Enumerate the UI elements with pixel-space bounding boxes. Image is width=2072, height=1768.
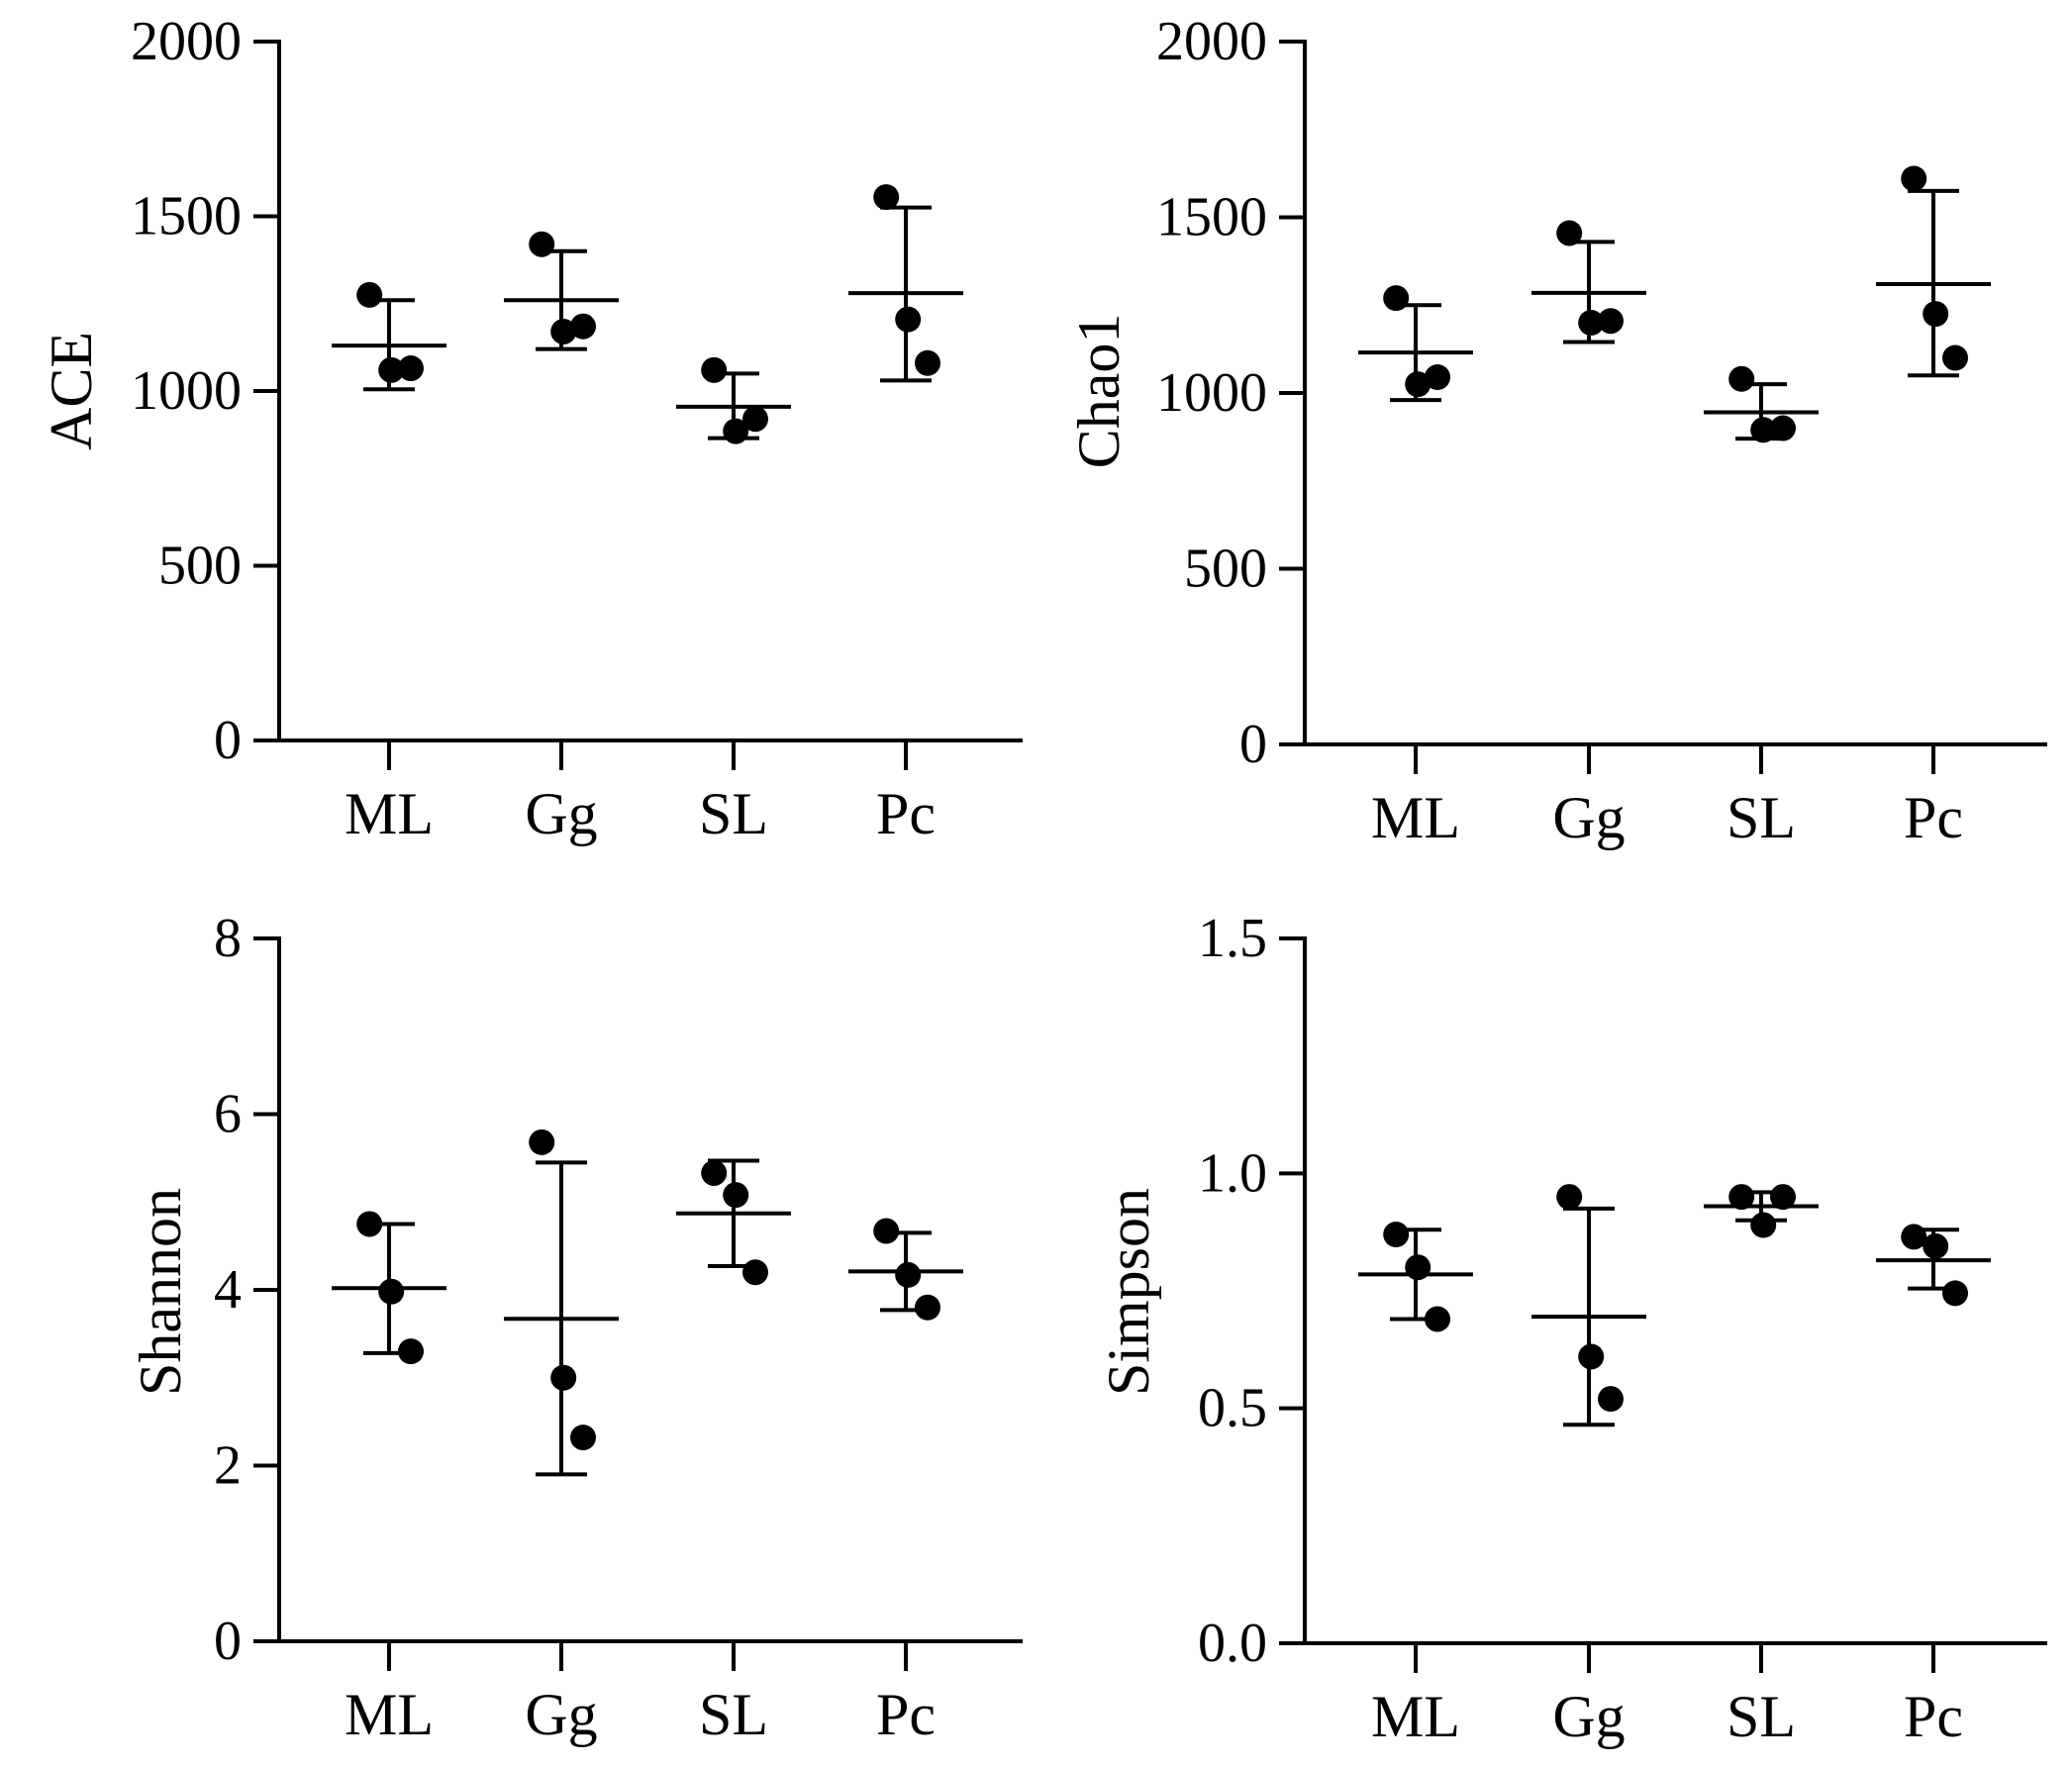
simpson-y-tick-label: 0.0 — [1198, 1613, 1267, 1674]
simpson-data-point — [1750, 1212, 1777, 1238]
ace-category-label: SL — [699, 781, 768, 846]
chao1-data-point — [1942, 344, 1968, 371]
shannon-y-tick-label: 2 — [214, 1435, 242, 1497]
chao1-category-label: SL — [1727, 785, 1796, 850]
simpson-category-label: SL — [1727, 1684, 1796, 1749]
shannon-data-point — [356, 1211, 383, 1237]
shannon-y-tick-label: 8 — [214, 908, 242, 969]
simpson-y-tick-label: 1.0 — [1198, 1142, 1267, 1204]
ace-data-point — [398, 355, 424, 382]
shannon-y-tick-label: 4 — [214, 1259, 242, 1321]
simpson-y-tick-label: 1.5 — [1198, 908, 1267, 969]
chao1-panel: 0 500 1000 1500 2000 ML Gg SL Pc Chao1 — [1066, 11, 2047, 850]
shannon-data-point — [529, 1129, 555, 1155]
ace-data-point — [570, 313, 596, 340]
ace-data-point — [895, 306, 922, 333]
chao1-category-label: Pc — [1904, 785, 1963, 850]
simpson-data-point — [1383, 1222, 1410, 1248]
shannon-data-point — [742, 1259, 768, 1286]
ace-y-axis-title: ACE — [39, 332, 104, 450]
chao1-data-point — [1923, 301, 1949, 328]
simpson-y-axis-title: Simpson — [1096, 1188, 1161, 1396]
shannon-data-point — [378, 1278, 405, 1305]
shannon-category-label: SL — [699, 1682, 768, 1747]
chao1-data-point — [1578, 310, 1605, 336]
chao1-data-point — [1598, 308, 1624, 335]
ace-data-point — [356, 281, 383, 308]
ace-data-point — [378, 356, 405, 383]
shannon-category-label: Pc — [876, 1682, 936, 1747]
simpson-data-point — [1942, 1280, 1968, 1307]
chao1-category-label: ML — [1371, 785, 1460, 850]
chao1-data-point — [1901, 165, 1927, 192]
chao1-y-tick-label: 0 — [1239, 714, 1267, 775]
chao1-y-tick-label: 500 — [1184, 539, 1267, 600]
chao1-data-point — [1770, 415, 1796, 442]
ace-category-label: Pc — [876, 781, 936, 846]
chao1-data-point — [1556, 220, 1583, 246]
ace-data-point — [873, 184, 900, 211]
chao1-data-point — [1405, 371, 1431, 398]
chao1-data-point — [1750, 417, 1777, 443]
ace-data-point — [529, 231, 555, 257]
simpson-data-point — [1728, 1184, 1755, 1211]
ace-data-point — [915, 349, 940, 376]
ace-y-tick-label: 1500 — [131, 186, 242, 247]
shannon-panel: 0 2 4 6 8 ML Gg SL Pc Shannon — [128, 908, 1023, 1747]
simpson-data-point — [1598, 1386, 1624, 1413]
simpson-data-point — [1901, 1224, 1927, 1250]
shannon-data-point — [723, 1182, 749, 1209]
chao1-category-label: Gg — [1552, 785, 1625, 850]
chao1-y-tick-label: 1000 — [1156, 362, 1267, 424]
ace-data-point — [550, 318, 577, 344]
simpson-data-point — [1578, 1343, 1605, 1370]
chao1-data-point — [1383, 285, 1410, 312]
simpson-data-point — [1425, 1306, 1450, 1332]
simpson-panel: 0.0 0.5 1.0 1.5 ML Gg SL Pc Simpson — [1096, 908, 2047, 1749]
shannon-data-point — [895, 1261, 922, 1288]
ace-panel: 0 500 1000 1500 2000 ML Gg SL Pc ACE — [39, 11, 1023, 846]
simpson-data-point — [1770, 1184, 1796, 1211]
chao1-y-tick-label: 1500 — [1156, 187, 1267, 248]
chao1-y-axis-title: Chao1 — [1066, 314, 1132, 469]
ace-data-point — [742, 406, 768, 433]
ace-y-tick-label: 500 — [158, 536, 242, 597]
simpson-data-point — [1405, 1254, 1431, 1281]
shannon-category-label: Gg — [525, 1682, 597, 1747]
shannon-data-point — [701, 1159, 728, 1186]
shannon-data-point — [570, 1424, 596, 1451]
simpson-category-label: ML — [1371, 1684, 1460, 1749]
ace-data-point — [701, 356, 728, 383]
ace-y-tick-label: 1000 — [131, 360, 242, 422]
simpson-data-point — [1923, 1232, 1949, 1259]
ace-y-tick-label: 0 — [214, 710, 242, 771]
chao1-y-tick-label: 2000 — [1156, 11, 1267, 72]
shannon-y-axis-title: Shannon — [128, 1188, 193, 1396]
shannon-y-tick-label: 0 — [214, 1611, 242, 1672]
shannon-y-tick-label: 6 — [214, 1084, 242, 1145]
shannon-data-point — [398, 1338, 424, 1365]
chao1-data-point — [1425, 364, 1450, 391]
simpson-category-label: Gg — [1552, 1684, 1625, 1749]
shannon-data-point — [873, 1218, 900, 1244]
shannon-category-label: ML — [345, 1682, 434, 1747]
ace-category-label: ML — [345, 781, 434, 846]
chao1-data-point — [1728, 365, 1755, 392]
shannon-data-point — [550, 1364, 577, 1391]
shannon-data-point — [915, 1294, 940, 1321]
simpson-y-tick-label: 0.5 — [1198, 1378, 1267, 1439]
simpson-category-label: Pc — [1904, 1684, 1963, 1749]
ace-y-tick-label: 2000 — [131, 11, 242, 72]
ace-data-point — [723, 418, 749, 444]
ace-category-label: Gg — [525, 781, 597, 846]
simpson-data-point — [1556, 1184, 1583, 1211]
